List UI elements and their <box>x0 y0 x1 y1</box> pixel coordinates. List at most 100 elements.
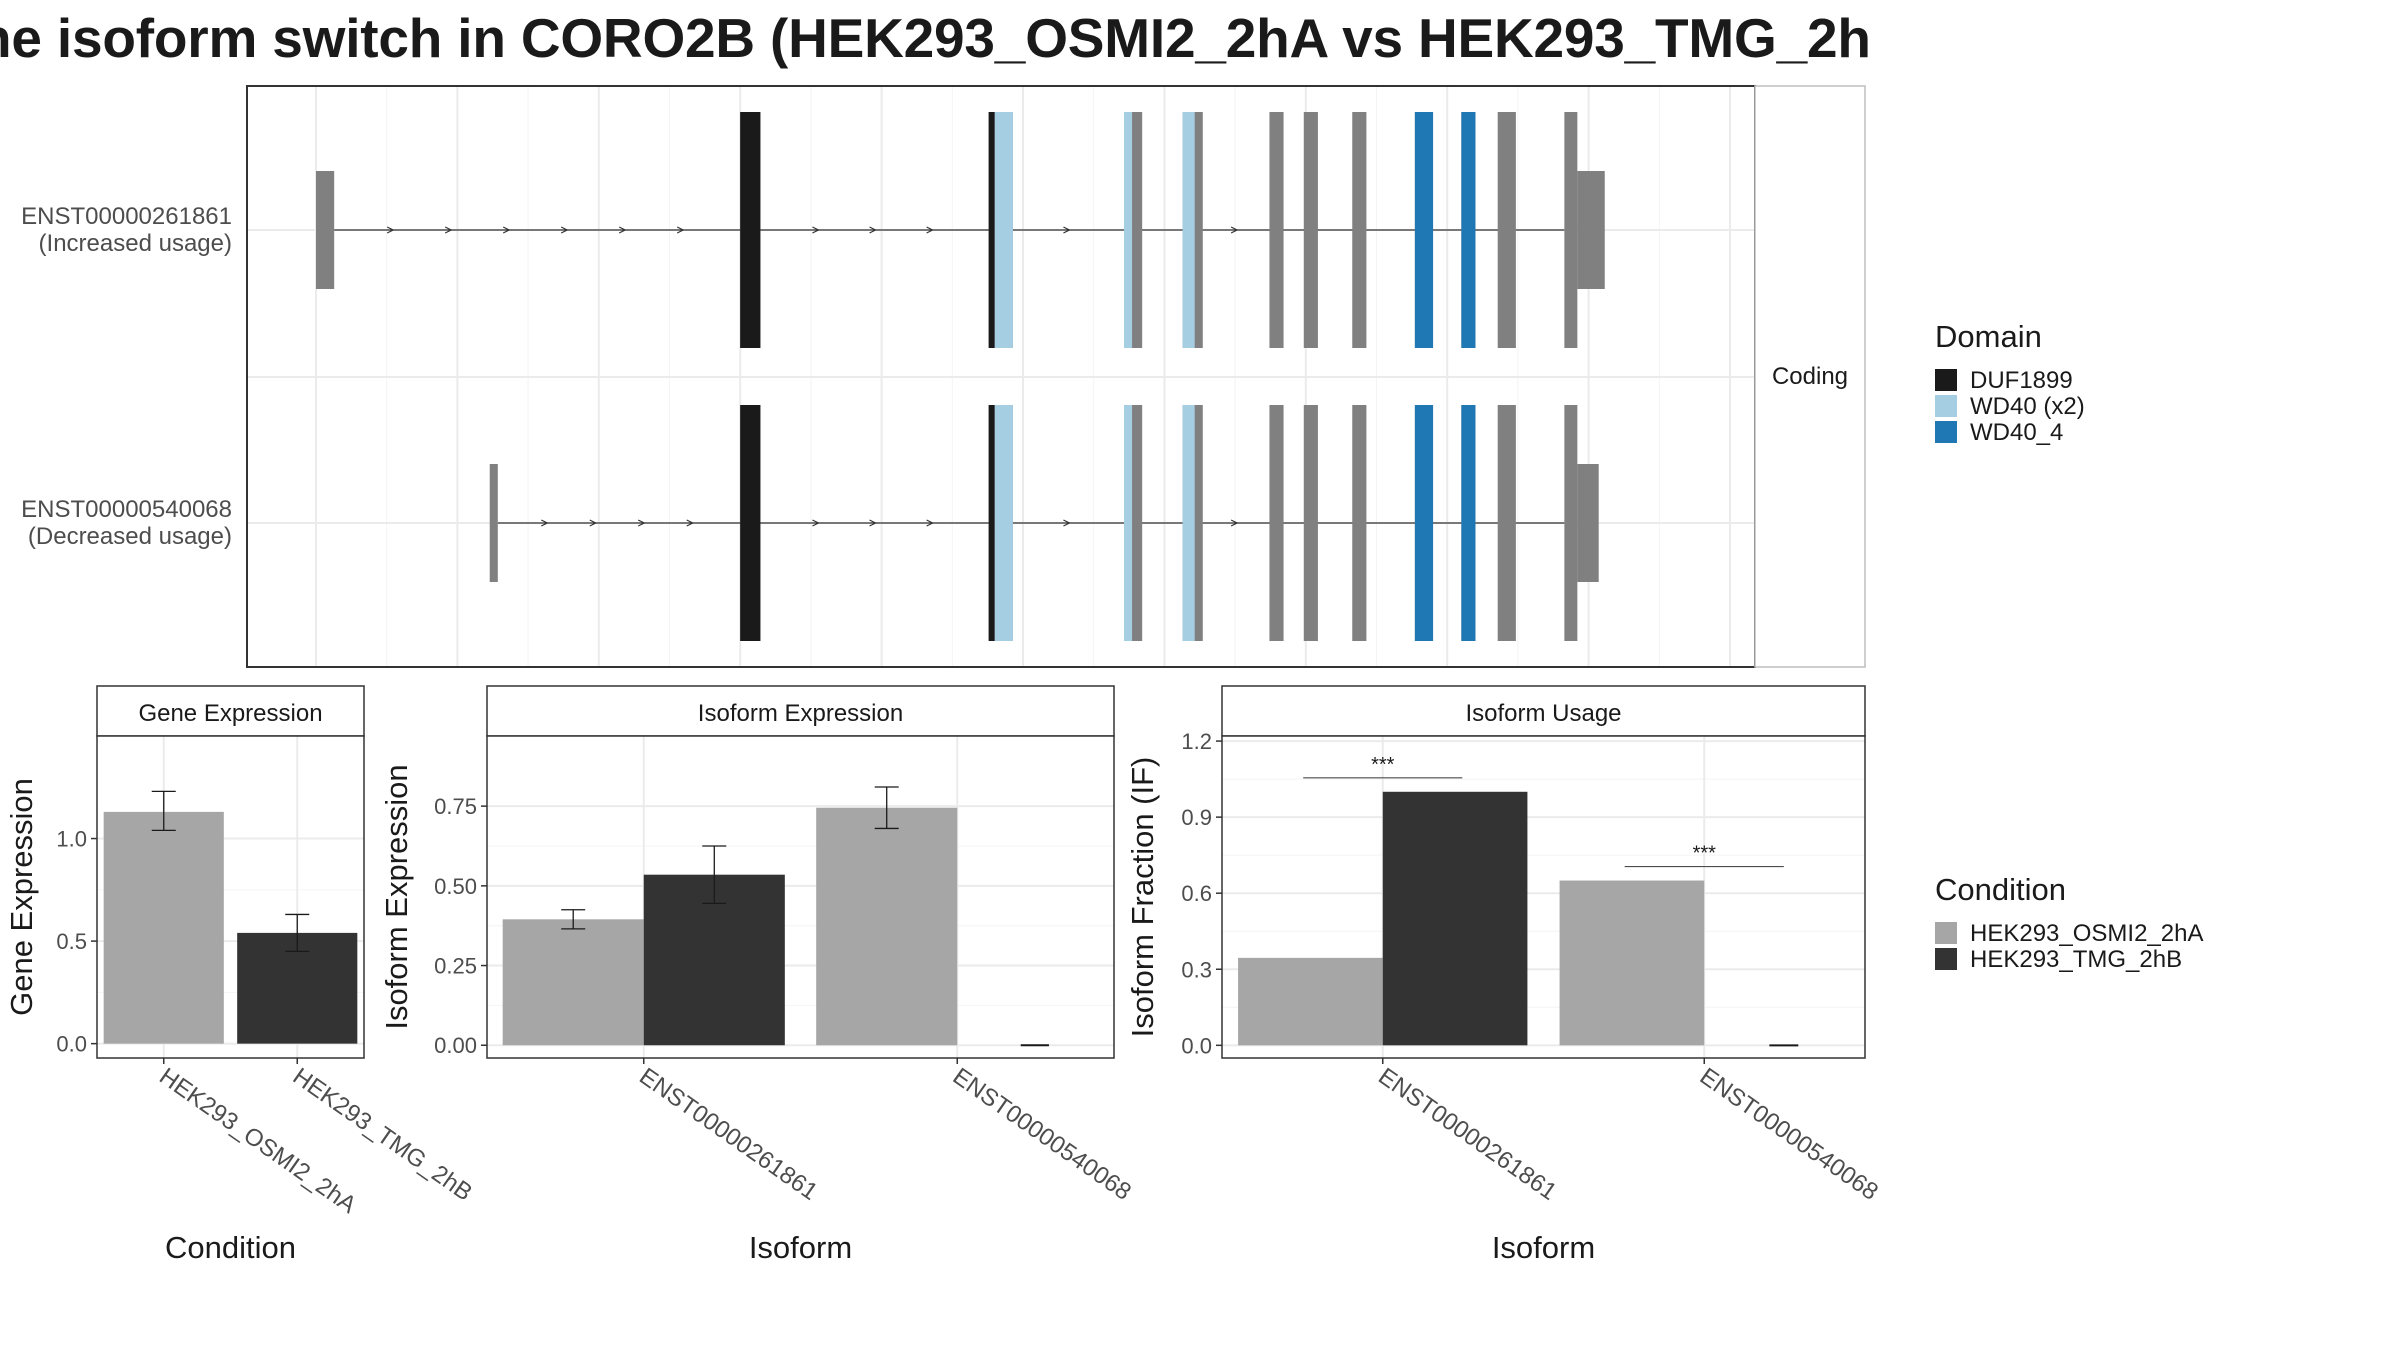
panel-strip-title: Isoform Usage <box>1465 700 1621 727</box>
exon <box>1303 405 1318 641</box>
exon <box>1564 405 1578 641</box>
x-axis-title: Condition <box>165 1230 296 1265</box>
intron-arrow <box>812 226 820 234</box>
y-axis-title: Isoform Fraction (IF) <box>1125 757 1160 1038</box>
domain-segment <box>1414 405 1434 641</box>
y-tick-label: 0.50 <box>434 874 477 899</box>
intron-arrow <box>812 519 820 527</box>
significance-label: *** <box>1371 754 1395 776</box>
panel-strip <box>1221 685 1866 737</box>
exon-utr <box>1577 464 1599 582</box>
y-tick-label: 0.3 <box>1181 957 1212 982</box>
bar <box>1382 791 1528 1046</box>
y-tick-label: 0.25 <box>434 954 477 979</box>
intron-arrow <box>676 226 685 234</box>
intron-arrow <box>926 519 934 527</box>
significance-label: *** <box>1693 843 1717 865</box>
x-axis-title: Isoform <box>749 1230 852 1265</box>
transcript-id-label: ENST00000540068 <box>21 496 232 523</box>
exon <box>1497 112 1516 348</box>
intron-arrow <box>869 226 877 234</box>
domain-segment <box>740 112 761 348</box>
y-axis-title: Gene Expression <box>4 778 39 1016</box>
intron-arrow <box>560 226 569 234</box>
condition-legend-label: HEK293_TMG_2hB <box>1970 946 2182 973</box>
x-tick-label: ENST00000540068 <box>1695 1063 1883 1206</box>
chart-title-text: ne isoform switch in CORO2B (HEK293_OSMI… <box>0 7 1871 69</box>
intron-arrow <box>618 226 627 234</box>
intron-arrow <box>1230 226 1239 234</box>
y-tick-label: 0.75 <box>434 794 477 819</box>
y-tick-label: 0.0 <box>56 1032 87 1057</box>
exon <box>1352 112 1367 348</box>
domain-segment <box>1414 112 1434 348</box>
intron-arrow <box>541 519 549 527</box>
intron-arrow <box>869 519 877 527</box>
x-tick-label: ENST00000261861 <box>1373 1063 1561 1206</box>
exon-utr <box>489 464 498 582</box>
exon <box>1303 112 1318 348</box>
bar <box>1559 880 1705 1046</box>
y-tick-label: 1.2 <box>1181 729 1212 754</box>
bar <box>816 807 958 1046</box>
domain-segment <box>988 112 995 348</box>
intron-arrow <box>686 519 695 527</box>
domain-legend-key <box>1935 395 1957 417</box>
intron-arrow <box>589 519 598 527</box>
intron-arrow <box>386 226 395 234</box>
y-tick-label: 1.0 <box>56 827 87 852</box>
domain-segment <box>1124 405 1133 641</box>
domain-segment <box>1461 112 1476 348</box>
panel-border <box>96 735 365 1059</box>
panel-border <box>486 735 1115 1059</box>
panel-strip-title: Isoform Expression <box>698 700 903 727</box>
y-tick-label: 0.5 <box>56 929 87 954</box>
bar <box>103 811 224 1044</box>
domain-legend-label: DUF1899 <box>1970 367 2073 394</box>
condition-legend-label: HEK293_OSMI2_2hA <box>1970 920 2203 947</box>
exon <box>1352 405 1367 641</box>
domain-legend-key <box>1935 421 1957 443</box>
intron-arrow <box>1063 519 1071 527</box>
y-tick-label: 0.00 <box>434 1033 477 1058</box>
domain-legend-key <box>1935 369 1957 391</box>
domain-legend-title: Domain <box>1935 319 2042 354</box>
exon <box>1269 405 1284 641</box>
facet-strip <box>1754 85 1866 668</box>
transcript-id-label: ENST00000261861 <box>21 203 232 230</box>
exon <box>1497 405 1516 641</box>
y-axis-title: Isoform Expression <box>379 764 414 1029</box>
panel-strip <box>96 685 365 737</box>
domain-segment <box>1461 405 1476 641</box>
exon <box>1269 112 1284 348</box>
exon-utr <box>316 171 335 289</box>
x-tick-label: ENST00000261861 <box>634 1063 822 1206</box>
domain-legend-label: WD40_4 <box>1970 419 2063 446</box>
condition-legend-key <box>1935 948 1957 970</box>
domain-segment <box>1182 405 1195 641</box>
intron-arrow <box>637 519 646 527</box>
domain-segment <box>740 405 761 641</box>
intron-arrow <box>502 226 511 234</box>
facet-label-coding: Coding <box>1772 363 1848 390</box>
panel-border <box>1221 735 1866 1059</box>
y-tick-label: 0.0 <box>1181 1033 1212 1058</box>
x-axis-title: Isoform <box>1492 1230 1595 1265</box>
domain-segment <box>994 405 1013 641</box>
domain-segment <box>988 405 995 641</box>
y-tick-label: 0.6 <box>1181 881 1212 906</box>
bar <box>1238 957 1383 1046</box>
panel-strip-title: Gene Expression <box>138 700 322 727</box>
exon-utr <box>1577 171 1605 289</box>
transcript-usage-label: (Decreased usage) <box>28 523 232 550</box>
intron-arrow <box>926 226 934 234</box>
condition-legend-title: Condition <box>1935 872 2066 907</box>
intron-arrow <box>1230 519 1239 527</box>
domain-segment <box>1124 112 1133 348</box>
domain-legend-label: WD40 (x2) <box>1970 393 2085 420</box>
intron-arrow <box>1063 226 1071 234</box>
chart-title: ne isoform switch in CORO2B (HEK293_OSMI… <box>0 6 1900 76</box>
bar <box>502 919 644 1046</box>
exon <box>1564 112 1578 348</box>
